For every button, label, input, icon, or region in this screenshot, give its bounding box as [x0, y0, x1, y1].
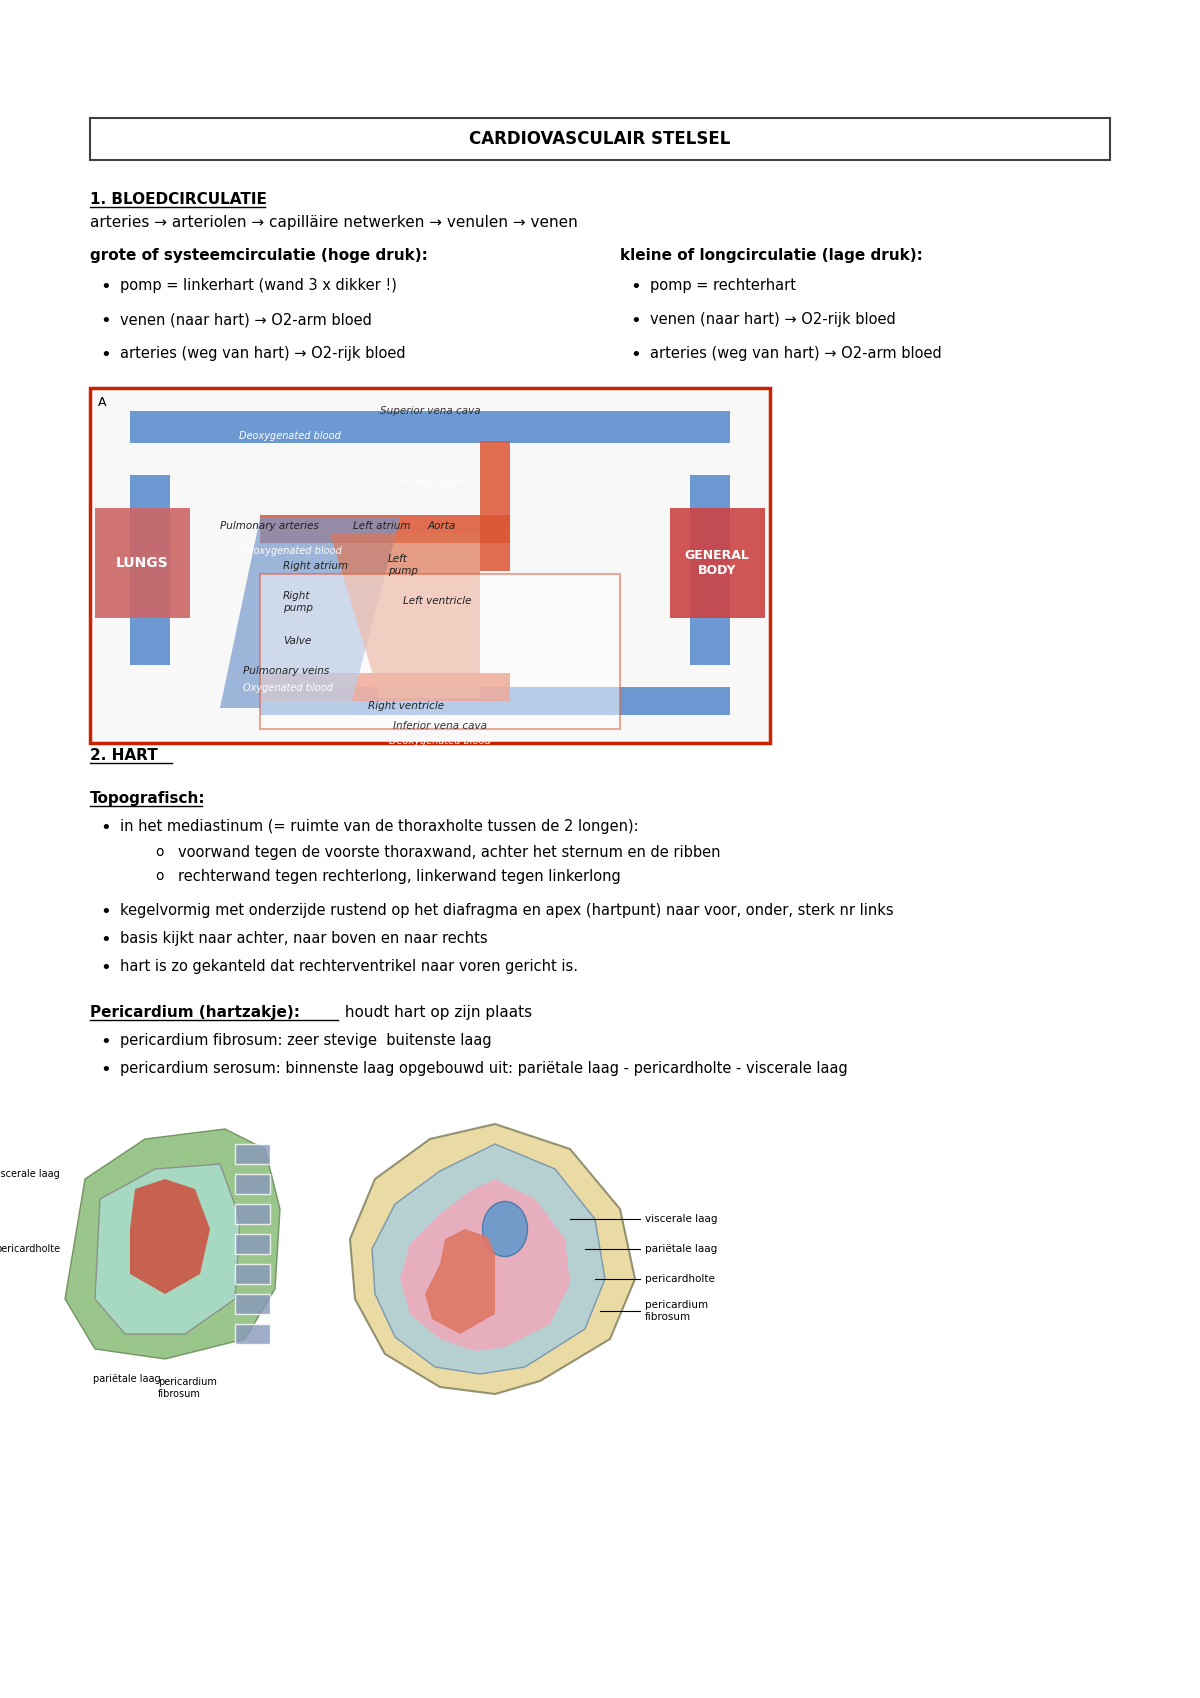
Polygon shape [235, 1144, 270, 1165]
Bar [260, 574, 620, 728]
Text: •: • [100, 278, 110, 295]
Text: Left
pump: Left pump [388, 554, 418, 576]
Text: basis kijkt naar achter, naar boven en naar rechts: basis kijkt naar achter, naar boven en n… [120, 931, 487, 946]
Bar [90, 389, 770, 744]
Text: grote of systeemcirculatie (hoge druk):: grote of systeemcirculatie (hoge druk): [90, 248, 428, 263]
Text: •: • [100, 931, 110, 949]
Text: 1. BLOEDCIRCULATIE: 1. BLOEDCIRCULATIE [90, 192, 266, 207]
Text: rechterwand tegen rechterlong, linkerwand tegen linkerlong: rechterwand tegen rechterlong, linkerwan… [178, 869, 620, 885]
Text: arteries (weg van hart) → O2-arm bloed: arteries (weg van hart) → O2-arm bloed [650, 346, 942, 362]
Polygon shape [95, 1165, 240, 1335]
Text: •: • [100, 903, 110, 920]
Text: Pericardium (hartzakje):: Pericardium (hartzakje): [90, 1005, 300, 1020]
Text: Pulmonary arteries: Pulmonary arteries [220, 521, 319, 531]
Polygon shape [400, 1178, 570, 1352]
Text: pericardium serosum: binnenste laag opgebouwd uit: pariëtale laag - pericardholt: pericardium serosum: binnenste laag opge… [120, 1061, 847, 1077]
Polygon shape [220, 518, 400, 708]
Text: pariëtale laag: pariëtale laag [646, 1245, 718, 1255]
Bar [90, 117, 1110, 160]
Text: A: A [98, 396, 107, 409]
Bar [95, 508, 190, 618]
Ellipse shape [482, 1202, 528, 1257]
Text: •: • [100, 959, 110, 976]
Polygon shape [350, 1124, 635, 1394]
Text: Right ventricle: Right ventricle [368, 701, 444, 711]
Text: •: • [630, 312, 641, 329]
Text: CARDIOVASCULAIR STELSEL: CARDIOVASCULAIR STELSEL [469, 131, 731, 148]
Text: Superior vena cava: Superior vena cava [379, 406, 480, 416]
Text: GENERAL
BODY: GENERAL BODY [684, 548, 750, 577]
Text: houdt hart op zijn plaats: houdt hart op zijn plaats [340, 1005, 532, 1020]
Text: viscerale laag: viscerale laag [646, 1214, 718, 1224]
Text: kleine of longcirculatie (lage druk):: kleine of longcirculatie (lage druk): [620, 248, 923, 263]
Text: pericardium
fibrosum: pericardium fibrosum [646, 1301, 708, 1321]
Text: Aorta: Aorta [428, 521, 456, 531]
Text: pericardium
fibrosum: pericardium fibrosum [158, 1377, 217, 1399]
Text: pomp = linkerhart (wand 3 x dikker !): pomp = linkerhart (wand 3 x dikker !) [120, 278, 397, 294]
Text: •: • [630, 278, 641, 295]
Polygon shape [235, 1173, 270, 1194]
Text: hart is zo gekanteld dat rechterventrikel naar voren gericht is.: hart is zo gekanteld dat rechterventrike… [120, 959, 578, 975]
Text: venen (naar hart) → O2-arm bloed: venen (naar hart) → O2-arm bloed [120, 312, 372, 328]
Text: pericardholte: pericardholte [0, 1245, 60, 1255]
Text: Inferior vena cava: Inferior vena cava [394, 722, 487, 732]
Bar [670, 508, 766, 618]
Polygon shape [235, 1324, 270, 1345]
Text: 2. HART: 2. HART [90, 749, 157, 762]
Text: Left atrium: Left atrium [353, 521, 410, 531]
Polygon shape [425, 1229, 496, 1335]
Polygon shape [65, 1129, 280, 1358]
Text: Deoxygenated blood: Deoxygenated blood [239, 431, 341, 441]
Text: pericardholte: pericardholte [646, 1274, 715, 1284]
Polygon shape [235, 1263, 270, 1284]
Text: o: o [155, 869, 163, 883]
Text: •: • [630, 346, 641, 363]
Text: in het mediastinum (= ruimte van de thoraxholte tussen de 2 longen):: in het mediastinum (= ruimte van de thor… [120, 818, 638, 834]
Bar [260, 688, 730, 715]
Bar [260, 514, 510, 543]
Polygon shape [235, 1294, 270, 1314]
Text: •: • [100, 312, 110, 329]
Bar [480, 441, 510, 571]
Text: Topografisch:: Topografisch: [90, 791, 205, 807]
Bar [130, 475, 170, 666]
Text: •: • [100, 1061, 110, 1078]
Text: pericardium fibrosum: zeer stevige  buitenste laag: pericardium fibrosum: zeer stevige buite… [120, 1032, 492, 1048]
Text: •: • [100, 346, 110, 363]
Text: Left ventricle: Left ventricle [403, 596, 472, 606]
Polygon shape [130, 1178, 210, 1294]
Bar [690, 475, 730, 666]
Text: venen (naar hart) → O2-rijk bloed: venen (naar hart) → O2-rijk bloed [650, 312, 895, 328]
Text: Valve: Valve [283, 637, 311, 645]
Text: viscerale laag: viscerale laag [0, 1168, 60, 1178]
Text: Deoxygenated blood: Deoxygenated blood [389, 735, 491, 745]
Text: •: • [100, 818, 110, 837]
Text: Oxygenated blood: Oxygenated blood [242, 683, 334, 693]
Bar [260, 672, 510, 701]
Text: Right
pump: Right pump [283, 591, 313, 613]
Text: voorwand tegen de voorste thoraxwand, achter het sternum en de ribben: voorwand tegen de voorste thoraxwand, ac… [178, 846, 720, 859]
Text: Deoxygenated blood: Deoxygenated blood [240, 547, 342, 555]
Text: Right atrium: Right atrium [283, 560, 348, 571]
Polygon shape [372, 1144, 605, 1374]
Text: LUNGS: LUNGS [115, 555, 168, 571]
Text: •: • [100, 1032, 110, 1051]
Text: pomp = rechterhart: pomp = rechterhart [650, 278, 796, 294]
Text: pariëtale laag: pariëtale laag [94, 1374, 161, 1384]
Polygon shape [235, 1204, 270, 1224]
Text: o: o [155, 846, 163, 859]
Text: Pulmonary veins: Pulmonary veins [242, 666, 329, 676]
Polygon shape [235, 1234, 270, 1255]
Bar [130, 411, 730, 443]
Text: kegelvormig met onderzijde rustend op het diafragma en apex (hartpunt) naar voor: kegelvormig met onderzijde rustend op he… [120, 903, 894, 919]
Text: Oxygenated blood: Oxygenated blood [374, 475, 466, 486]
Polygon shape [330, 533, 480, 698]
Text: arteries → arteriolen → capilläire netwerken → venulen → venen: arteries → arteriolen → capilläire netwe… [90, 216, 577, 229]
Text: arteries (weg van hart) → O2-rijk bloed: arteries (weg van hart) → O2-rijk bloed [120, 346, 406, 362]
